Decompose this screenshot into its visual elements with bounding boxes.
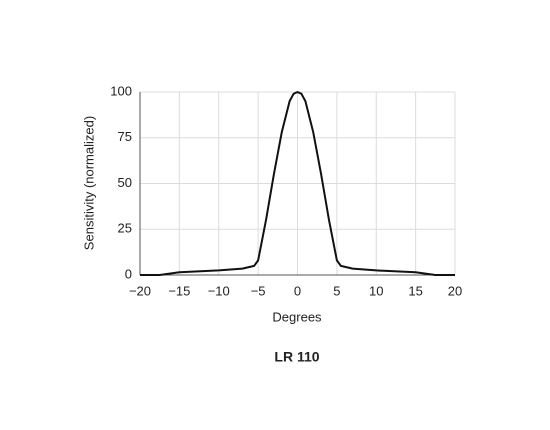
x-tick-label: −20 (129, 283, 151, 298)
x-tick-label: −15 (168, 283, 190, 298)
data-line (140, 91, 455, 276)
x-tick-label: 20 (448, 283, 462, 298)
y-tick-label: 75 (118, 129, 132, 144)
y-tick-label: 100 (110, 83, 132, 98)
y-axis-label: Sensitivity (normalized) (81, 116, 96, 250)
chart-title: LR 110 (274, 349, 319, 365)
y-tick-label: 50 (118, 175, 132, 190)
x-tick-label: 5 (333, 283, 340, 298)
x-tick-label: 10 (369, 283, 383, 298)
x-tick-label: −5 (251, 283, 266, 298)
y-tick-label: 25 (118, 221, 132, 236)
x-tick-label: −10 (208, 283, 230, 298)
x-tick-label: 0 (294, 283, 301, 298)
y-tick-label: 0 (125, 266, 132, 281)
x-tick-label: 15 (408, 283, 422, 298)
x-axis-label: Degrees (272, 309, 322, 324)
